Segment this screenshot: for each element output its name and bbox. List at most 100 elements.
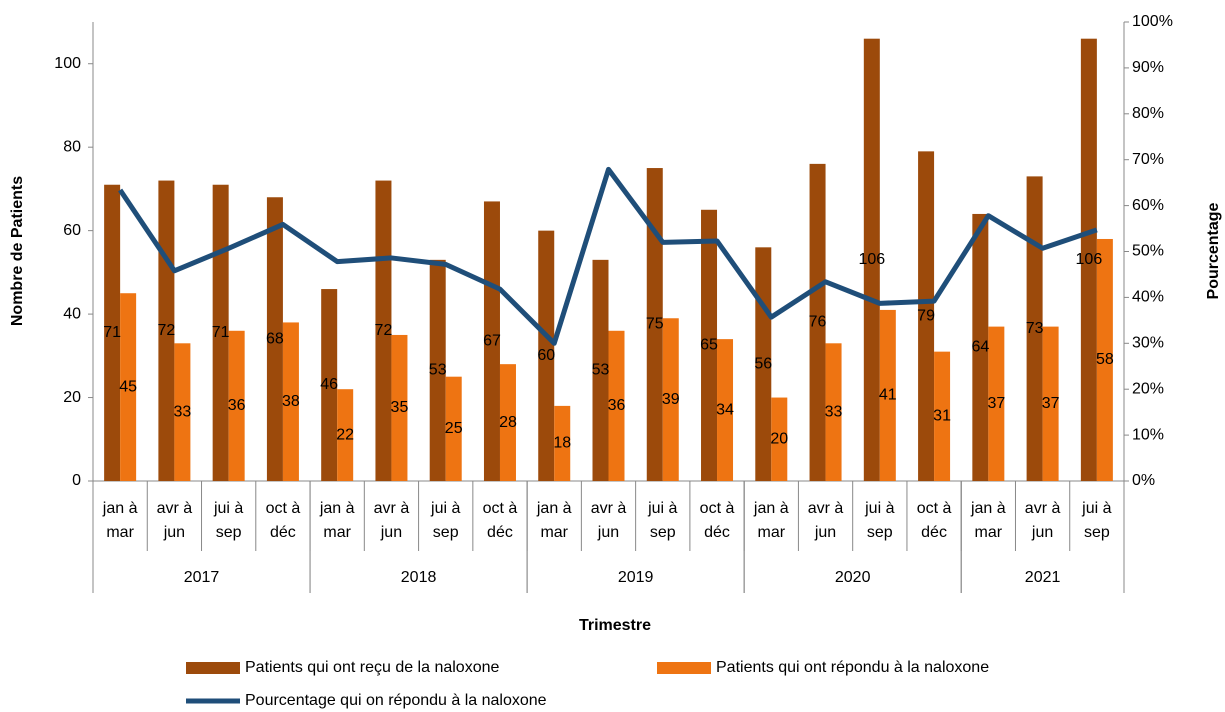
y2-tick-label: 90% [1132,59,1164,76]
data-label: 36 [228,397,246,414]
data-label: 33 [825,403,843,420]
data-label: 106 [1076,251,1103,268]
x-axis-title: Trimestre [579,617,651,634]
data-label: 71 [103,324,121,341]
x-tick-label: jan à mar [970,500,1006,541]
data-label: 65 [700,337,718,354]
bar [825,343,842,481]
bar [538,230,555,481]
y2-axis-title: Pourcentage [1205,202,1222,299]
bar [391,334,408,481]
data-label: 73 [1026,320,1044,337]
y2-tick-label: 60% [1132,197,1164,214]
y2-tick-label: 80% [1132,105,1164,122]
y2-tick-label: 40% [1132,289,1164,306]
x-tick-label: avr à jun [1024,500,1061,541]
group-label: 2021 [1025,569,1061,586]
data-label: 18 [553,435,571,452]
y2-tick-label: 70% [1132,151,1164,168]
bar [608,330,625,481]
x-tick-label: jui à sep [865,500,895,541]
line [118,166,1098,346]
bar [445,376,462,481]
y2-tick-label: 50% [1132,243,1164,260]
x-tick-label: jan à mar [753,500,789,541]
data-label: 79 [917,307,935,324]
group-label: 2017 [184,569,220,586]
bar [554,405,571,481]
bar [212,184,229,481]
bar [879,309,896,481]
x-tick-label: jan à mar [102,500,138,541]
x-tick-label: jui à sep [1082,500,1112,541]
x-tick-label: avr à jun [590,500,627,541]
bar [483,201,500,481]
data-label: 46 [320,376,338,393]
bar [1042,326,1059,481]
data-label: 53 [592,362,610,379]
bar [1096,238,1113,481]
legend-swatch [657,662,711,674]
y2-tick-label: 0% [1132,472,1155,489]
data-label: 64 [971,339,989,356]
data-label: 25 [445,420,463,437]
x-tick-label: oct à déc [482,500,518,541]
bar [918,151,935,481]
x-tick-label: jan à mar [319,500,355,541]
y2-tick-label: 100% [1132,13,1173,30]
group-label: 2019 [618,569,654,586]
group-label: 2018 [401,569,437,586]
bar [972,213,989,482]
data-label: 72 [375,322,393,339]
bar [282,322,299,481]
bar [228,330,245,481]
bar [934,351,951,481]
x-tick-label: jui à sep [213,500,244,541]
legend-label: Patients qui ont répondu à la naloxone [716,659,989,676]
bar [646,168,663,481]
x-tick-label: avr à jun [156,500,193,541]
y-tick-label: 80 [63,138,81,155]
data-label: 33 [173,403,191,420]
y2-tick-label: 20% [1132,380,1164,397]
bar [717,339,734,481]
bar [337,389,354,481]
x-tick-label: avr à jun [807,500,844,541]
bar [771,397,788,481]
y2-tick-label: 30% [1132,335,1164,352]
bar [375,180,392,481]
y-tick-label: 20 [63,389,81,406]
legend-label: Patients qui ont reçu de la naloxone [245,659,500,676]
data-label: 31 [933,408,951,425]
data-label: 39 [662,391,680,408]
data-label: 38 [282,393,300,410]
bar [662,318,679,481]
data-label: 76 [809,314,827,331]
y-tick-label: 60 [63,222,81,239]
bar [104,184,121,481]
bar [1026,176,1043,481]
bar [988,326,1005,481]
x-tick-label: oct à déc [265,500,301,541]
data-label: 71 [212,324,230,341]
data-label: 56 [754,355,772,372]
data-label: 67 [483,332,501,349]
legend-swatch [186,662,240,674]
x-tick-label: jan à mar [536,500,572,541]
x-tick-label: jui à sep [648,500,678,541]
data-label: 72 [157,322,175,339]
bar [174,343,191,481]
y2-tick-label: 10% [1132,426,1164,443]
group-label: 2020 [835,569,871,586]
data-label: 58 [1096,351,1114,368]
data-label: 28 [499,414,517,431]
y-tick-label: 40 [63,305,81,322]
data-label: 37 [1042,395,1060,412]
data-label: 37 [987,395,1005,412]
bar [592,259,609,481]
data-label: 45 [119,378,137,395]
data-label: 22 [336,426,354,443]
data-label: 75 [646,316,664,333]
bar [429,259,446,481]
